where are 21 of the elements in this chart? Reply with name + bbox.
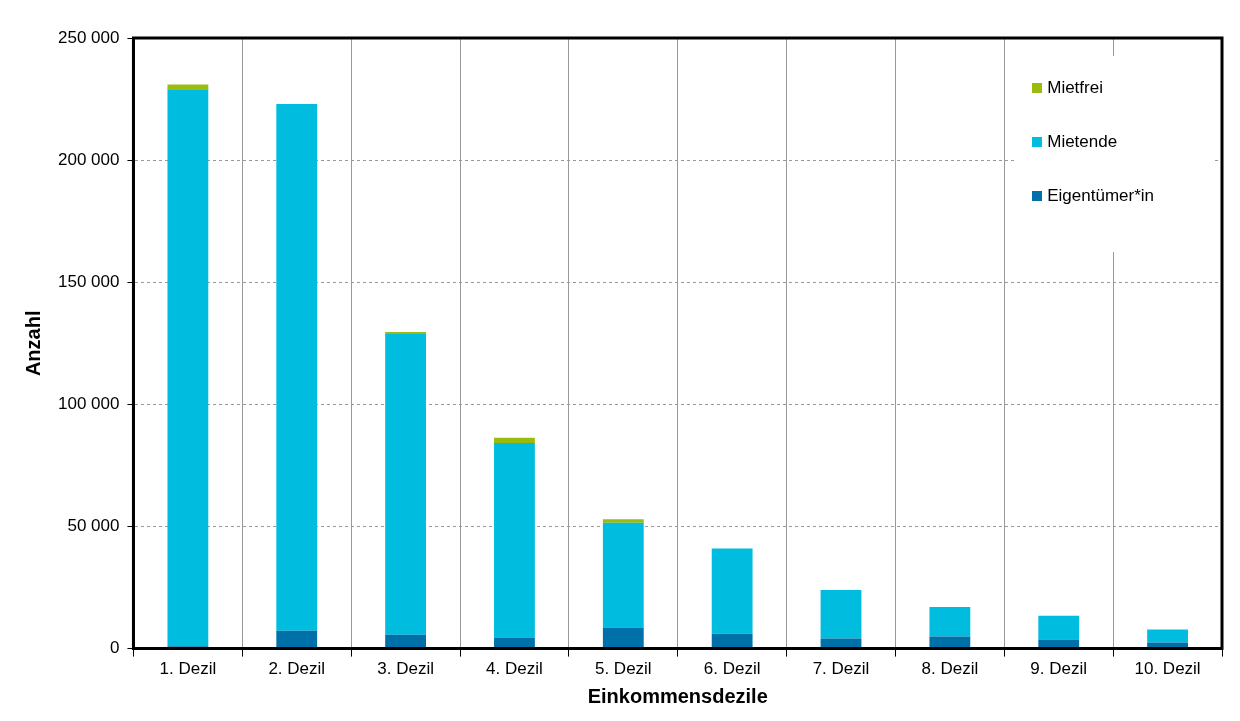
x-tick-label: 1. Dezil — [159, 659, 217, 679]
y-tick-label: 0 — [109, 638, 120, 658]
legend-label: Mietfrei — [1047, 78, 1103, 98]
x-tick-label: 3. Dezil — [377, 659, 434, 679]
x-tick-label: 4. Dezil — [486, 659, 543, 679]
y-tick-label: 200 000 — [58, 149, 120, 169]
x-axis-title: Einkommensdezile — [587, 684, 768, 707]
x-tick-label: 8. Dezil — [921, 659, 979, 679]
x-tick-label: 6. Dezil — [703, 659, 761, 679]
x-tick-label: 10. Dezil — [1134, 659, 1201, 679]
legend-label: Mietende — [1047, 132, 1118, 152]
x-tick-label: 9. Dezil — [1030, 659, 1088, 679]
y-tick-label: 50 000 — [67, 516, 120, 536]
y-tick-label: 150 000 — [58, 271, 120, 291]
legend-label: Eigentümer*in — [1047, 186, 1154, 206]
x-tick-label: 5. Dezil — [594, 659, 652, 679]
y-axis-title: Anzahl — [21, 310, 44, 377]
x-tick-label: 7. Dezil — [812, 659, 870, 679]
x-tick-label: 2. Dezil — [268, 659, 326, 679]
y-tick-label: 100 000 — [58, 394, 120, 414]
y-tick-label: 250 000 — [58, 27, 120, 47]
